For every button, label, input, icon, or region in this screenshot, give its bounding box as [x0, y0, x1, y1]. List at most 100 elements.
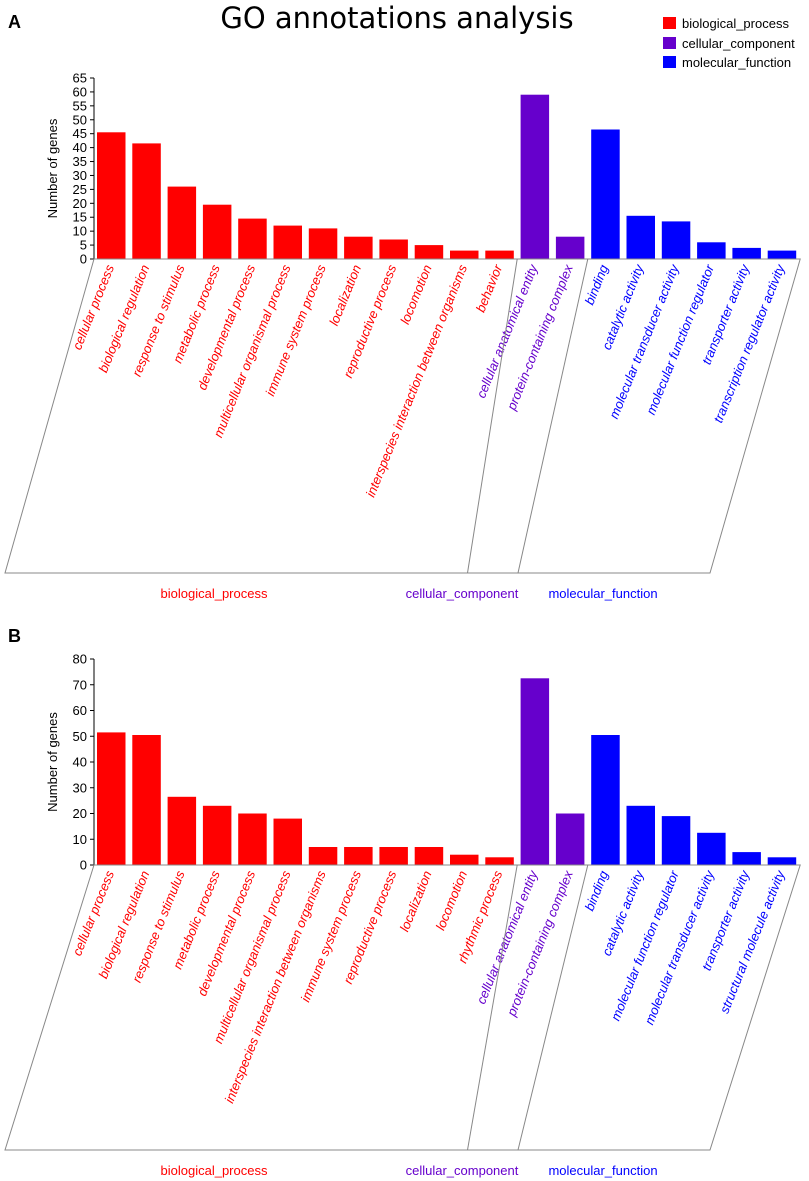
panel-a-bar-protein-containing-complex: [555, 236, 585, 259]
panel-b-y-tick-label: 20: [73, 806, 87, 821]
panel-b-category-label: molecular function regulator: [608, 868, 682, 1023]
panel-b-bar-cellular-process: [97, 732, 126, 865]
panel-b-bar-locomotion: [450, 854, 479, 865]
panel-b-bar-cellular-anatomical-entity: [520, 678, 550, 865]
panel-a-y-tick-label: 10: [73, 224, 87, 239]
panel-b-group-label-cellular-component: cellular_component: [406, 1163, 519, 1178]
panel-a-bar-response-to-stimulus: [167, 186, 197, 259]
legend-swatch-biological-process: [663, 17, 676, 29]
panel-a-bar-catalytic-activity: [626, 215, 655, 259]
panel-a-bar-multicellular-organismal-process: [273, 225, 302, 259]
panel-a-bar-binding: [591, 129, 620, 259]
panel-b-y-tick-label: 50: [73, 729, 87, 744]
panel-b-bar-transporter-activity: [732, 852, 761, 865]
panel-a-y-tick-label: 55: [73, 98, 87, 113]
panel-a-bar-reproductive-process: [379, 239, 408, 259]
panel-b-y-tick-label: 30: [73, 780, 87, 795]
panel-b-category-label: binding: [582, 868, 612, 913]
panel-b-bar-developmental-process: [238, 813, 267, 865]
panel-a-bar-biological-regulation: [132, 143, 161, 259]
panel-a-bar-molecular-transducer-activity: [661, 221, 691, 259]
panel-b-bar-metabolic-process: [202, 805, 232, 865]
legend-swatch-molecular-function: [663, 56, 676, 68]
panel-a-bar-immune-system-process: [308, 228, 338, 259]
panel-a-y-tick-label: 30: [73, 168, 87, 183]
panel-a-bar-cellular-anatomical-entity: [520, 94, 550, 259]
panel-a-category-label: protein-containing complex: [503, 262, 576, 413]
panel-a-group-divider: [467, 258, 518, 574]
panel-a-y-tick-label: 20: [73, 196, 87, 211]
panel-b-bar-molecular-transducer-activity: [697, 832, 726, 865]
panel-a-bar-cellular-process: [97, 132, 126, 259]
panel-b-y-tick-label: 40: [73, 755, 87, 770]
panel-a-y-tick-label: 0: [80, 252, 87, 267]
panel-a-bar-interspecies-interaction-between-organisms: [450, 250, 479, 259]
panel-a-ylabel-group: Number of genes: [45, 118, 60, 218]
panel-a-bar-transporter-activity: [732, 247, 761, 259]
panel-b-group-label-biological-process: biological_process: [161, 1163, 268, 1178]
panel-a-group-divider: [517, 258, 589, 574]
panel-b-bar-structural-molecule-activity: [767, 857, 797, 865]
panel-a-y-tick-label: 35: [73, 154, 87, 169]
panel-a-y-tick-label: 65: [73, 71, 87, 86]
panel-a-y-axis-label: Number of genes: [45, 118, 60, 218]
panel-b-bar-reproductive-process: [379, 847, 408, 865]
panel-a-y-tick-label: 15: [73, 210, 87, 225]
panel-b-group-divider: [467, 864, 518, 1151]
panel-b-bar-multicellular-organismal-process: [273, 818, 302, 865]
panel-b-category-frame: [4, 864, 801, 1151]
panel-b-y-tick-label: 10: [73, 832, 87, 847]
panel-a-category-frame: [4, 258, 801, 574]
panel-a-category-label: localization: [326, 263, 364, 328]
panel-b-bar-catalytic-activity: [626, 805, 655, 865]
panel-b-bar-response-to-stimulus: [167, 796, 197, 865]
panel-a-bar-behavior: [485, 250, 514, 259]
panel-a-y-tick-label: 40: [73, 140, 87, 155]
panel-b-group-label-molecular-function: molecular_function: [548, 1163, 657, 1178]
panel-a-chart: A Number of genes 0510152025303540455055…: [4, 12, 801, 601]
panel-b-bar-localization: [414, 847, 444, 865]
panel-a-y-tick-label: 50: [73, 112, 87, 127]
panel-b-y-tick-label: 80: [73, 652, 87, 667]
panel-a-y-tick-label: 45: [73, 126, 87, 141]
panel-a-label: A: [8, 12, 21, 32]
panel-a-y-tick-label: 60: [73, 84, 87, 99]
panel-b-bar-interspecies-interaction-between-organisms: [308, 847, 338, 865]
panel-b-bar-rhythmic-process: [485, 857, 514, 865]
panel-b-category-label: localization: [397, 869, 435, 934]
panel-b-y-tick-label: 0: [80, 858, 87, 873]
panel-a-category-label: molecular function regulator: [643, 262, 717, 417]
panel-a-y-tick-label: 25: [73, 182, 87, 197]
panel-a-bar-localization: [344, 236, 373, 259]
chart-title: GO annotations analysis: [220, 1, 573, 35]
panel-b-group-divider: [517, 864, 589, 1151]
panel-b-bar-immune-system-process: [344, 847, 373, 865]
panel-a-bar-transcription-regulator-activity: [767, 250, 797, 259]
panel-a-group-label-cellular-component: cellular_component: [406, 586, 519, 601]
panel-b-bar-protein-containing-complex: [555, 813, 585, 865]
legend-label-biological-process: biological_process: [682, 16, 789, 31]
panel-a-category-label: locomotion: [397, 263, 434, 327]
panel-b-y-tick-label: 70: [73, 677, 87, 692]
panel-b-label: B: [8, 626, 21, 646]
panel-b-y-tick-label: 60: [73, 703, 87, 718]
panel-a-y-tick-label: 5: [80, 238, 87, 253]
panel-a-group-label-biological-process: biological_process: [161, 586, 268, 601]
panel-a-category-label: behavior: [473, 262, 506, 314]
panel-b-category-label: locomotion: [433, 869, 470, 933]
panel-b-category-label: protein-containing complex: [503, 868, 576, 1019]
panel-b-category-label: structural molecule activity: [717, 867, 789, 1015]
panel-a-bar-molecular-function-regulator: [697, 242, 726, 259]
panel-a-group-label-molecular-function: molecular_function: [548, 586, 657, 601]
panel-b-bar-molecular-function-regulator: [661, 816, 691, 865]
panel-a-bar-metabolic-process: [202, 204, 232, 259]
legend: biological_process cellular_component mo…: [663, 16, 795, 70]
panel-b-bar-biological-regulation: [132, 735, 161, 865]
legend-swatch-cellular-component: [663, 37, 676, 49]
panel-b-bar-binding: [591, 735, 620, 865]
panel-b-y-axis-label: Number of genes: [45, 712, 60, 812]
panel-b-ylabel-group: Number of genes: [45, 712, 60, 812]
panel-a-bar-developmental-process: [238, 218, 267, 259]
legend-label-cellular-component: cellular_component: [682, 36, 795, 51]
